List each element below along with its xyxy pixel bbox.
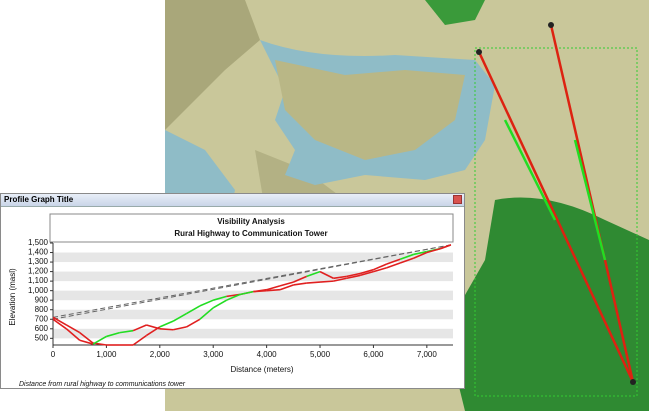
- profile-window[interactable]: Profile Graph Title Visibility Analysis …: [0, 193, 465, 389]
- profile-segment: [159, 327, 174, 331]
- profile-segment: [65, 328, 81, 341]
- profile-segment: [266, 285, 281, 291]
- profile-segment: [399, 257, 414, 264]
- observer[interactable]: [548, 22, 554, 28]
- profile-segment: [399, 253, 414, 260]
- x-tick-label: 6,000: [363, 350, 384, 359]
- profile-segment: [293, 275, 307, 283]
- profile-segment: [413, 251, 428, 259]
- profile-segment: [333, 277, 347, 282]
- profile-segment: [439, 244, 452, 250]
- grid-band: [53, 328, 453, 339]
- grid-band: [53, 252, 453, 263]
- profile-segment: [186, 318, 201, 328]
- grid-band: [53, 309, 453, 320]
- profile-segment: [386, 262, 401, 269]
- sight-line: [477, 51, 635, 383]
- y-tick-label: 800: [35, 305, 49, 314]
- profile-segment: [306, 270, 321, 278]
- x-tick-label: 1,000: [96, 350, 117, 359]
- profile-segment: [266, 288, 281, 292]
- x-axis-label: Distance (meters): [230, 365, 293, 374]
- profile-segment: [333, 275, 347, 280]
- sight-line: [52, 244, 451, 320]
- profile-segment: [426, 247, 441, 254]
- x-tick-label: 4,000: [257, 350, 278, 359]
- profile-segment: [386, 258, 401, 265]
- x-tick-label: 7,000: [417, 350, 438, 359]
- profile-segment: [119, 329, 134, 334]
- profile-segment: [373, 267, 387, 273]
- y-tick-label: 1,100: [28, 276, 49, 285]
- profile-segment: [212, 299, 227, 309]
- y-tick-label: 1,500: [28, 238, 49, 247]
- forest: [425, 0, 485, 25]
- profile-segment: [306, 281, 321, 284]
- grid-band: [53, 271, 453, 282]
- profile-segment: [293, 282, 307, 286]
- profile-segment: [172, 326, 187, 331]
- profile-segment: [186, 305, 201, 315]
- profile-segment: [79, 331, 94, 344]
- title-box: [49, 213, 454, 243]
- x-tick-label: 3,000: [203, 350, 224, 359]
- y-axis-label: Elevation (masl): [8, 268, 17, 326]
- profile-segment: [279, 284, 294, 291]
- title-bar: Profile Graph Title: [1, 194, 464, 207]
- profile-segment: [172, 312, 187, 322]
- profile-segment: [319, 270, 334, 279]
- grid-band: [53, 290, 453, 301]
- profile-segment: [65, 324, 81, 334]
- profile-segment: [106, 331, 120, 338]
- profile-segment: [359, 268, 374, 275]
- profile-segment: [199, 299, 214, 307]
- y-tick-label: 1,300: [28, 257, 49, 266]
- profile-segment: [159, 320, 174, 328]
- profile-segment: [52, 316, 67, 326]
- forest: [445, 197, 649, 411]
- profile-segment: [359, 270, 374, 277]
- profile-segment: [253, 289, 267, 293]
- window-title: Profile Graph Title: [4, 195, 74, 204]
- profile-segment: [132, 334, 147, 346]
- profile-segment: [319, 280, 334, 283]
- chart-title: Visibility Analysis: [217, 217, 285, 226]
- profile-segment: [199, 307, 214, 320]
- terrain-shade: [165, 0, 260, 130]
- profile-segment: [52, 318, 67, 330]
- visible-segment: [573, 139, 607, 261]
- close-button[interactable]: [453, 195, 462, 204]
- profile-segment: [146, 324, 161, 330]
- chart: Visibility Analysis Rural Highway to Com…: [8, 213, 454, 388]
- x-tick-label: 0: [51, 350, 56, 359]
- profile-segment: [239, 290, 254, 296]
- profile-segment: [373, 263, 388, 271]
- observer[interactable]: [476, 49, 482, 55]
- profile-segment: [279, 281, 294, 287]
- profile-segment: [346, 274, 361, 280]
- target[interactable]: [630, 379, 636, 385]
- visible-segment: [503, 119, 557, 221]
- y-tick-label: 1,200: [28, 267, 49, 276]
- y-tick-label: 1,400: [28, 248, 49, 257]
- y-tick-label: 600: [35, 324, 49, 333]
- profile-segment: [79, 339, 94, 345]
- profile-segment: [413, 250, 427, 256]
- profile-segment: [226, 293, 241, 301]
- y-tick-label: 500: [35, 333, 49, 342]
- chart-subtitle: Rural Highway to Communication Tower: [174, 229, 327, 238]
- profile-segment: [212, 295, 227, 301]
- profile-segment: [132, 324, 147, 332]
- x-tick-label: 2,000: [150, 350, 171, 359]
- footnote: Distance from rural highway to communica…: [19, 381, 186, 388]
- y-tick-label: 700: [35, 314, 49, 323]
- profile-segment: [346, 272, 361, 278]
- profile-segment: [92, 335, 107, 345]
- x-tick-label: 5,000: [310, 350, 331, 359]
- y-tick-label: 1,000: [28, 286, 49, 295]
- y-tick-label: 900: [35, 295, 49, 304]
- island: [275, 60, 465, 160]
